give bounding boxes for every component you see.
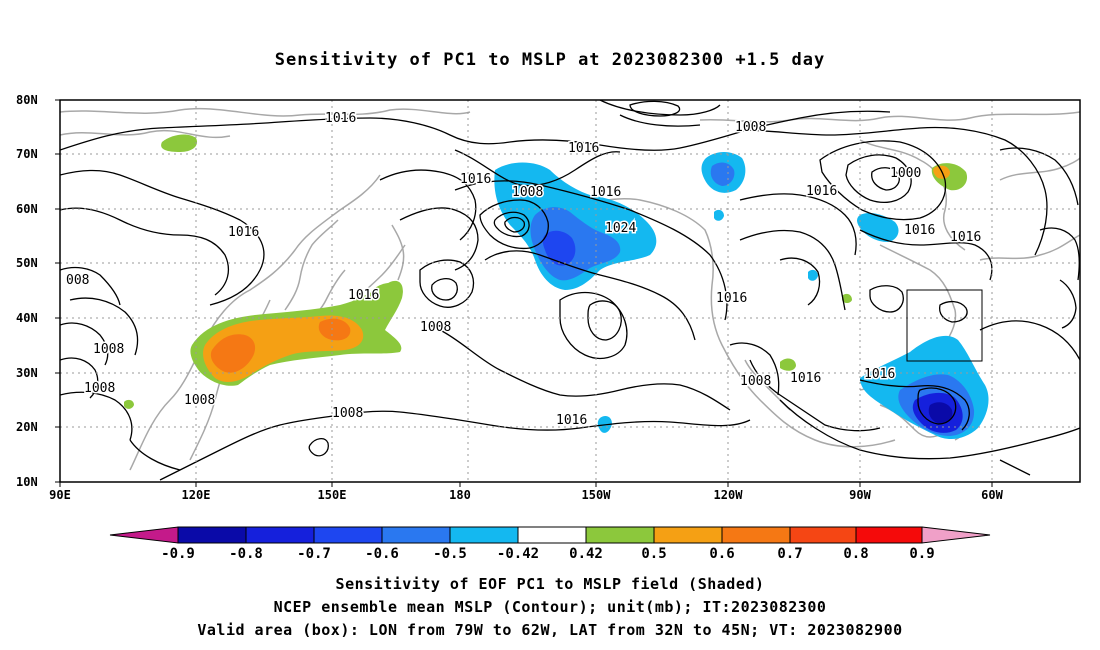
shading-cyan-hudson bbox=[857, 212, 899, 242]
map-frame bbox=[59, 99, 1081, 483]
colorbar-tick-label: 0.9 bbox=[909, 546, 934, 562]
colorbar-swatch bbox=[789, 526, 857, 544]
lon-ticks bbox=[59, 482, 993, 487]
lat-label: 70N bbox=[16, 147, 38, 161]
colorbar-swatch bbox=[449, 526, 519, 544]
colorbar-right-arrow bbox=[921, 526, 991, 544]
lon-label: 150E bbox=[318, 488, 347, 502]
shading-green-small-2 bbox=[842, 293, 852, 303]
lat-ticks bbox=[55, 99, 60, 483]
lat-label: 60N bbox=[16, 202, 38, 216]
contour-label: 1016 bbox=[716, 291, 747, 306]
colorbar-tick-label: 0.7 bbox=[777, 546, 802, 562]
latitude-axis: 80N 70N 60N 50N 40N 30N 20N 10N bbox=[16, 93, 38, 489]
colorbar-tick-label: -0.6 bbox=[365, 546, 399, 562]
shading-green-kamchatka bbox=[371, 282, 403, 302]
shading-blue-canada-west bbox=[710, 162, 735, 186]
colorbar-tick-label: 0.8 bbox=[843, 546, 868, 562]
shading-darkorange-east-asia bbox=[210, 334, 256, 373]
contour-label: 008 bbox=[66, 273, 89, 288]
lat-label: 50N bbox=[16, 256, 38, 270]
colorbar-swatch bbox=[855, 526, 923, 544]
contour-label: 1016 bbox=[590, 185, 621, 200]
contour-label: 1016 bbox=[790, 371, 821, 386]
colorbar-tick-label: -0.9 bbox=[161, 546, 195, 562]
lat-label: 80N bbox=[16, 93, 38, 107]
shading-green-small-3 bbox=[780, 358, 796, 371]
map-title: Sensitivity of PC1 to MSLP at 2023082300… bbox=[274, 50, 826, 70]
contour-label: 1008 bbox=[332, 406, 363, 421]
valid-area-box bbox=[906, 289, 983, 362]
contour-label: 1016 bbox=[950, 230, 981, 245]
colorbar-tick-label: -0.5 bbox=[433, 546, 467, 562]
contour-label: 1016 bbox=[556, 413, 587, 428]
contour-label: 1008 bbox=[512, 185, 543, 200]
caption-shading: Sensitivity of EOF PC1 to MSLP field (Sh… bbox=[335, 575, 765, 593]
lon-label: 150W bbox=[582, 488, 612, 502]
colorbar: -0.9 -0.8 -0.7 -0.6 -0.5 -0.42 0.42 0.5 … bbox=[109, 526, 991, 562]
longitude-axis: 90E 120E 150E 180 150W 120W 90W 60W bbox=[49, 488, 1003, 502]
contour-label: 1016 bbox=[228, 225, 259, 240]
colorbar-tick-label: -0.8 bbox=[229, 546, 263, 562]
lon-label: 120W bbox=[714, 488, 744, 502]
caption-valid-area: Valid area (box): LON from 79W to 62W, L… bbox=[197, 621, 903, 639]
colorbar-swatch bbox=[381, 526, 451, 544]
shading-green-arctic-west bbox=[161, 134, 198, 152]
colorbar-swatch bbox=[585, 526, 655, 544]
lon-label: 180 bbox=[449, 488, 471, 502]
colorbar-tick-label: 0.5 bbox=[641, 546, 666, 562]
lon-label: 90W bbox=[849, 488, 871, 502]
contour-label: 1016 bbox=[348, 288, 379, 303]
contour-label: 1016 bbox=[460, 172, 491, 187]
contour-label: 1008 bbox=[735, 120, 766, 135]
lon-label: 120E bbox=[182, 488, 211, 502]
colorbar-tick-label: 0.6 bbox=[709, 546, 734, 562]
colorbar-swatch bbox=[177, 526, 247, 544]
contour-label: 1024 bbox=[605, 221, 636, 236]
shading-darkorange-east-asia-2 bbox=[318, 318, 351, 341]
colorbar-swatch bbox=[721, 526, 791, 544]
lon-label: 60W bbox=[981, 488, 1003, 502]
lat-label: 20N bbox=[16, 420, 38, 434]
mslp-contours bbox=[60, 100, 1080, 481]
colorbar-tick-label: -0.42 bbox=[497, 546, 539, 562]
colorbar-tick-label: -0.7 bbox=[297, 546, 331, 562]
colorbar-tick-label: 0.42 bbox=[569, 546, 603, 562]
contour-label: 1000 bbox=[890, 166, 921, 181]
shading-navy-atlantic bbox=[928, 402, 953, 424]
lat-label: 10N bbox=[16, 475, 38, 489]
contour-label: 1016 bbox=[325, 111, 356, 126]
sensitivity-shading bbox=[124, 134, 989, 440]
lon-label: 90E bbox=[49, 488, 71, 502]
contour-label: 1008 bbox=[420, 320, 451, 335]
contour-label: 1016 bbox=[806, 184, 837, 199]
colorbar-swatch bbox=[313, 526, 383, 544]
shading-green-small-1 bbox=[124, 399, 134, 409]
contour-label: 1008 bbox=[184, 393, 215, 408]
contour-label: 1008 bbox=[740, 374, 771, 389]
shading-darkblue-gulf-alaska bbox=[542, 230, 576, 266]
contour-labels: 1016 1008 1016 1000 1016 1016 1008 1016 … bbox=[65, 110, 983, 430]
contour-label: 1016 bbox=[568, 141, 599, 156]
graticule bbox=[60, 100, 1080, 482]
contour-label: 1008 bbox=[93, 342, 124, 357]
lat-label: 40N bbox=[16, 311, 38, 325]
contour-label: 1016 bbox=[904, 223, 935, 238]
contour-label: 1016 bbox=[864, 367, 895, 382]
shading-cyan-small-1 bbox=[714, 209, 724, 221]
caption-contour: NCEP ensemble mean MSLP (Contour); unit(… bbox=[273, 598, 827, 616]
contour-label: 1008 bbox=[84, 381, 115, 396]
lat-label: 30N bbox=[16, 366, 38, 380]
colorbar-swatch bbox=[517, 526, 587, 544]
colorbar-swatch bbox=[653, 526, 723, 544]
shading-cyan-small-2 bbox=[808, 269, 818, 281]
colorbar-swatch bbox=[245, 526, 315, 544]
colorbar-left-arrow bbox=[109, 526, 179, 544]
